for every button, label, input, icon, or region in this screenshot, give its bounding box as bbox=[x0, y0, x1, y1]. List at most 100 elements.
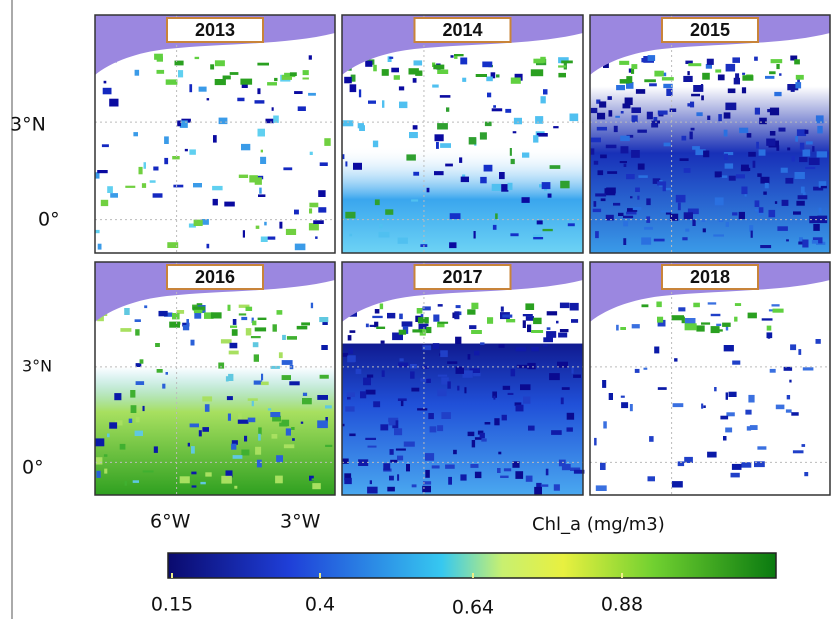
chl-pixel bbox=[802, 149, 811, 157]
chl-pixel bbox=[590, 148, 595, 155]
panel-border bbox=[94, 14, 336, 254]
chl-pixel bbox=[128, 418, 133, 423]
chl-pixel bbox=[631, 107, 641, 113]
chl-pixel bbox=[358, 89, 362, 98]
chl-pixel bbox=[403, 441, 415, 447]
chl-pixel bbox=[238, 304, 250, 308]
chl-pixel bbox=[707, 115, 711, 120]
chl-pixel bbox=[626, 174, 635, 180]
chl-pixel bbox=[723, 129, 728, 137]
chl-pixel bbox=[691, 93, 700, 97]
chl-pixel bbox=[258, 427, 262, 435]
chl-pixel bbox=[437, 374, 448, 377]
panel-border bbox=[341, 261, 584, 496]
chl-pixel bbox=[687, 71, 690, 76]
chl-pixel bbox=[480, 342, 485, 345]
chl-pixel bbox=[798, 241, 804, 245]
chl-pixel bbox=[231, 329, 238, 336]
chl-pixel bbox=[95, 438, 105, 447]
chl-pixel bbox=[395, 448, 406, 451]
chl-pixel bbox=[693, 302, 700, 308]
chl-pixel bbox=[637, 129, 647, 133]
chl-pixel bbox=[373, 64, 377, 72]
chl-pixel bbox=[620, 327, 626, 330]
chl-pixel bbox=[522, 320, 526, 328]
chl-pixel bbox=[626, 211, 637, 215]
year-box bbox=[413, 17, 512, 43]
chl-pixel bbox=[620, 146, 629, 154]
chl-pixel bbox=[725, 63, 736, 72]
chl-pixel bbox=[104, 468, 108, 474]
chl-pixel bbox=[797, 195, 808, 200]
chl-pixel bbox=[232, 455, 243, 459]
chl-pixel bbox=[547, 193, 552, 198]
chl-pixel bbox=[671, 481, 683, 488]
chl-pixel bbox=[769, 368, 776, 373]
chl-pixel bbox=[149, 180, 156, 183]
chl-pixel bbox=[654, 346, 660, 354]
chl-pixel bbox=[389, 475, 394, 481]
chl-pixel bbox=[412, 125, 418, 130]
chl-pixel bbox=[502, 385, 511, 390]
chl-pixel bbox=[130, 405, 137, 413]
chl-pixel bbox=[455, 366, 464, 374]
chl-pixel bbox=[607, 96, 612, 100]
chl-pixel bbox=[373, 401, 381, 408]
lat-label: 3°N bbox=[10, 114, 46, 136]
chl-pixel bbox=[701, 322, 711, 325]
chl-pixel bbox=[631, 115, 638, 123]
chl-pixel bbox=[103, 80, 107, 84]
chl-pixel bbox=[503, 468, 512, 472]
chl-pixel bbox=[399, 101, 408, 109]
chl-pixel bbox=[594, 437, 597, 446]
chl-pixel bbox=[496, 74, 500, 78]
chl-pixel bbox=[651, 120, 659, 128]
chl-pixel bbox=[816, 151, 828, 158]
chl-pixel bbox=[716, 323, 722, 326]
chl-pixel bbox=[201, 219, 209, 225]
chl-pixel bbox=[558, 57, 569, 64]
chl-pixel bbox=[449, 242, 457, 249]
chl-pixel bbox=[231, 440, 238, 445]
chl-pixel bbox=[791, 412, 799, 416]
chl-pixel bbox=[744, 192, 747, 197]
chl-pixel bbox=[194, 56, 200, 60]
chl-pixel bbox=[247, 417, 256, 423]
chl-pixel bbox=[710, 326, 720, 334]
chl-pixel bbox=[276, 455, 283, 463]
chl-pixel bbox=[132, 480, 139, 483]
chl-pixel bbox=[505, 108, 512, 113]
chl-pixel bbox=[139, 359, 144, 364]
chl-pixel bbox=[649, 83, 657, 87]
chl-pixel bbox=[281, 419, 290, 427]
chl-pixel bbox=[221, 475, 232, 484]
chl-pixel bbox=[257, 128, 265, 137]
chl-pixel bbox=[381, 370, 385, 377]
chl-pixel bbox=[515, 347, 527, 352]
chl-pixel bbox=[393, 75, 400, 80]
chl-pixel bbox=[571, 366, 574, 374]
chl-pixel bbox=[733, 77, 740, 85]
chl-pixel bbox=[775, 404, 785, 410]
chl-pixel bbox=[374, 199, 380, 206]
chl-pixel bbox=[302, 398, 312, 405]
chl-pixel bbox=[325, 405, 332, 409]
chl-pixel bbox=[510, 368, 516, 377]
chl-pixel bbox=[549, 373, 560, 381]
chl-pixel bbox=[349, 330, 356, 333]
chl-pixel bbox=[254, 327, 267, 332]
chl-pixel bbox=[801, 444, 806, 447]
chl-pixel bbox=[253, 380, 263, 385]
chl-pixel bbox=[759, 117, 767, 125]
chl-pixel bbox=[270, 412, 281, 418]
chl-pixel bbox=[561, 60, 573, 64]
chl-pixel bbox=[605, 214, 614, 221]
chl-pixel bbox=[285, 228, 297, 235]
chl-pixel bbox=[318, 190, 326, 197]
chl-pixel bbox=[205, 472, 212, 477]
chl-pixel bbox=[754, 56, 758, 61]
chl-pixel bbox=[573, 374, 581, 378]
chl-pixel bbox=[374, 321, 379, 328]
chl-pixel bbox=[273, 115, 279, 123]
chl-pixel bbox=[805, 166, 816, 170]
